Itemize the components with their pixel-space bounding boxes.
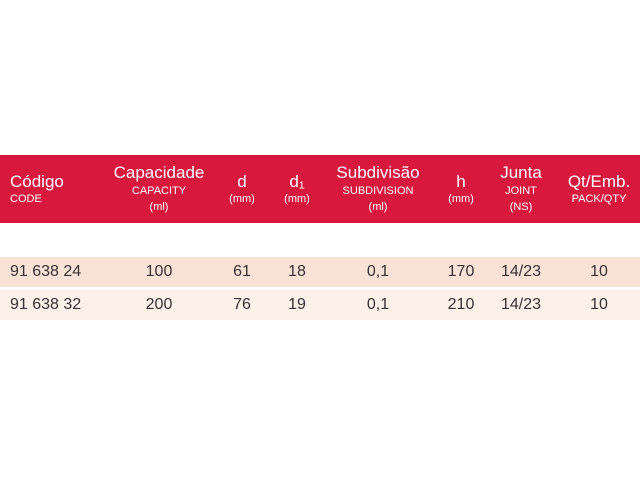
- cell-d: 61: [233, 263, 251, 280]
- header-h-unit: (mm): [448, 193, 474, 205]
- cell-joint: 14/23: [500, 263, 542, 280]
- cell-joint: 14/23: [500, 296, 542, 313]
- table-row: 91 638 32 200 76 19 0,1 210 14/23 10: [0, 290, 640, 320]
- cell-h: 170: [447, 263, 475, 280]
- header-capacity-unit: (ml): [149, 201, 169, 213]
- header-joint: Junta JOINT (NS): [490, 155, 552, 223]
- header-subdivision-unit: (ml): [368, 201, 388, 213]
- header-code-label: Código: [10, 172, 64, 191]
- cell-capacity: 100: [145, 263, 173, 280]
- header-capacity-sublabel: CAPACITY: [131, 185, 187, 197]
- cell-h: 210: [447, 296, 475, 313]
- header-joint-sublabel: JOINT: [505, 185, 537, 197]
- cell-pack: 10: [590, 296, 608, 313]
- header-code-sublabel: CODE: [10, 193, 42, 205]
- header-h-label: h: [456, 172, 466, 191]
- header-d1-label: d₁: [289, 172, 305, 191]
- cell-d1: 19: [288, 296, 306, 313]
- cell-code: 91 638 24: [10, 263, 82, 280]
- header-d-unit: (mm): [229, 193, 255, 205]
- header-subdivision-sublabel: SUBDIVISION: [342, 185, 414, 197]
- cell-subdivision: 0,1: [366, 296, 390, 313]
- cell-pack: 10: [590, 263, 608, 280]
- cell-capacity: 200: [145, 296, 173, 313]
- header-code: Código CODE: [10, 155, 100, 223]
- header-joint-unit: (NS): [509, 201, 533, 213]
- header-d-label: d: [237, 172, 247, 191]
- header-subdivision: Subdivisão SUBDIVISION (ml): [330, 155, 426, 223]
- header-pack-label: Qt/Emb.: [567, 172, 631, 191]
- table-row: 91 638 24 100 61 18 0,1 170 14/23 10: [0, 257, 640, 287]
- header-h: h (mm): [440, 155, 482, 223]
- cell-subdivision: 0,1: [366, 263, 390, 280]
- header-d1: d₁ (mm): [275, 155, 319, 223]
- header-subdivision-label: Subdivisão: [336, 163, 420, 182]
- header-capacity-label: Capacidade: [113, 163, 205, 182]
- cell-d: 76: [233, 296, 251, 313]
- header-capacity: Capacidade CAPACITY (ml): [105, 155, 213, 223]
- cell-code: 91 638 32: [10, 296, 82, 313]
- header-d: d (mm): [222, 155, 262, 223]
- header-d1-unit: (mm): [284, 193, 310, 205]
- table-header: Código CODE Capacidade CAPACITY (ml) d (…: [0, 155, 640, 223]
- cell-d1: 18: [288, 263, 306, 280]
- header-pack: Qt/Emb. PACK/QTY: [563, 155, 635, 223]
- header-joint-label: Junta: [500, 163, 542, 182]
- header-pack-sublabel: PACK/QTY: [571, 193, 627, 205]
